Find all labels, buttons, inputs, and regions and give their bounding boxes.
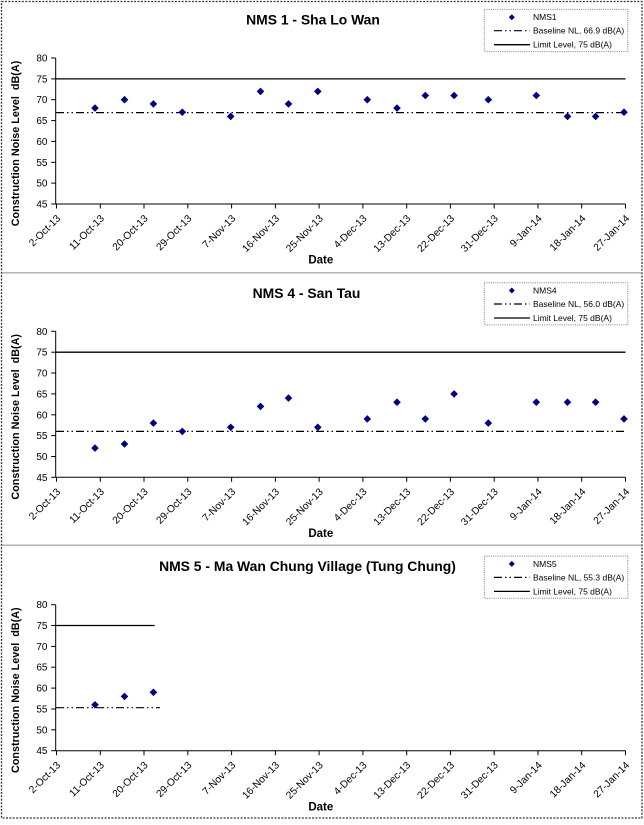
- svg-text:Limit Level, 75 dB(A): Limit Level, 75 dB(A): [533, 313, 612, 323]
- svg-text:80: 80: [36, 54, 48, 65]
- svg-text:70: 70: [36, 369, 48, 380]
- svg-text:75: 75: [36, 621, 48, 632]
- svg-text:60: 60: [36, 684, 48, 695]
- svg-text:NMS4: NMS4: [533, 286, 557, 296]
- svg-text:70: 70: [36, 642, 48, 653]
- svg-text:50: 50: [36, 179, 48, 190]
- svg-text:Baseline NL, 66.9 dB(A): Baseline NL, 66.9 dB(A): [533, 26, 624, 36]
- svg-text:65: 65: [36, 663, 48, 674]
- svg-text:50: 50: [36, 452, 48, 463]
- svg-text:Limit Level, 75 dB(A): Limit Level, 75 dB(A): [533, 40, 612, 50]
- svg-text:75: 75: [36, 348, 48, 359]
- svg-text:65: 65: [36, 389, 48, 400]
- svg-text:80: 80: [36, 327, 48, 338]
- svg-text:55: 55: [36, 158, 48, 169]
- svg-text:Construction Noise Level dB(A: Construction Noise Level dB(A): [10, 60, 22, 226]
- svg-text:45: 45: [36, 746, 48, 757]
- svg-text:Date: Date: [308, 528, 333, 540]
- svg-text:Limit Level, 75 dB(A): Limit Level, 75 dB(A): [533, 586, 612, 596]
- svg-text:NMS1: NMS1: [533, 12, 557, 22]
- svg-text:45: 45: [36, 473, 48, 484]
- svg-text:Date: Date: [308, 255, 333, 267]
- svg-text:NMS5: NMS5: [533, 559, 557, 569]
- svg-text:Baseline NL, 56.0 dB(A): Baseline NL, 56.0 dB(A): [533, 299, 624, 309]
- svg-text:Date: Date: [308, 801, 333, 813]
- svg-text:Construction Noise Level dB(A: Construction Noise Level dB(A): [10, 607, 22, 773]
- svg-text:55: 55: [36, 431, 48, 442]
- svg-text:70: 70: [36, 95, 48, 106]
- svg-text:45: 45: [36, 200, 48, 211]
- svg-text:50: 50: [36, 725, 48, 736]
- svg-text:60: 60: [36, 137, 48, 148]
- svg-text:NMS 1 - Sha Lo Wan: NMS 1 - Sha Lo Wan: [246, 12, 380, 28]
- svg-text:NMS 4 - San Tau: NMS 4 - San Tau: [253, 285, 361, 301]
- svg-text:55: 55: [36, 705, 48, 716]
- svg-text:60: 60: [36, 410, 48, 421]
- svg-text:80: 80: [36, 600, 48, 611]
- svg-text:75: 75: [36, 74, 48, 85]
- svg-text:Construction Noise Level dB(A: Construction Noise Level dB(A): [10, 334, 22, 500]
- svg-text:NMS 5 - Ma Wan Chung Village (: NMS 5 - Ma Wan Chung Village (Tung Chung…: [159, 558, 456, 574]
- svg-text:Baseline NL, 55.3 dB(A): Baseline NL, 55.3 dB(A): [533, 572, 624, 582]
- svg-text:65: 65: [36, 116, 48, 127]
